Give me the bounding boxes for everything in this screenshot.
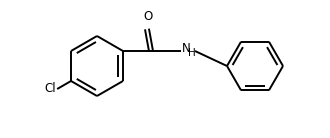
Text: H: H bbox=[188, 48, 196, 58]
Text: O: O bbox=[143, 10, 152, 23]
Text: N: N bbox=[182, 42, 191, 55]
Text: Cl: Cl bbox=[45, 83, 56, 95]
